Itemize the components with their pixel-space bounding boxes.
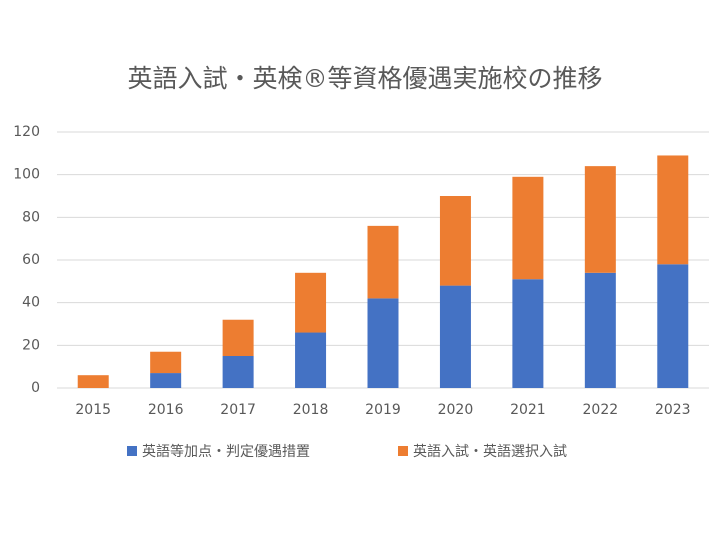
x-tick-label: 2018 (293, 402, 329, 418)
legend-swatch (127, 446, 137, 456)
bar-segment (512, 279, 544, 388)
bar-segment (657, 264, 689, 388)
bar-segment (439, 285, 471, 388)
y-tick-label: 80 (22, 209, 40, 225)
y-tick-label: 40 (22, 295, 40, 311)
bar-segment (150, 373, 182, 388)
x-tick-label: 2022 (583, 402, 619, 418)
legend-swatch (398, 446, 408, 456)
bar-segment (222, 319, 254, 356)
bar-segment (77, 375, 109, 388)
x-tick-label: 2019 (365, 402, 401, 418)
x-tick-label: 2023 (655, 402, 691, 418)
x-tick-label: 2015 (75, 402, 111, 418)
bar-segment (150, 351, 182, 374)
x-tick-label: 2021 (510, 402, 546, 418)
bar-segment (295, 272, 327, 333)
y-tick-label: 100 (13, 167, 40, 183)
y-tick-label: 120 (13, 124, 40, 140)
bar-segment (222, 356, 254, 388)
bar-segment (367, 298, 399, 388)
bar-segment (584, 272, 616, 388)
y-tick-label: 60 (22, 252, 40, 268)
x-tick-label: 2016 (148, 402, 184, 418)
bar-segment (512, 176, 544, 280)
bar-segment (439, 196, 471, 286)
bar-segment (657, 155, 689, 265)
bar-segment (295, 332, 327, 388)
chart-title: 英語入試・英検®等資格優遇実施校の推移 (127, 64, 602, 93)
legend-label: 英語入試・英語選択入試 (413, 443, 567, 460)
x-tick-label: 2020 (438, 402, 474, 418)
y-tick-label: 0 (31, 380, 40, 396)
bar-segment (584, 166, 616, 273)
y-tick-label: 20 (22, 337, 40, 353)
bar-segment (367, 225, 399, 299)
legend-label: 英語等加点・判定優遇措置 (142, 443, 310, 460)
x-tick-label: 2017 (220, 402, 256, 418)
